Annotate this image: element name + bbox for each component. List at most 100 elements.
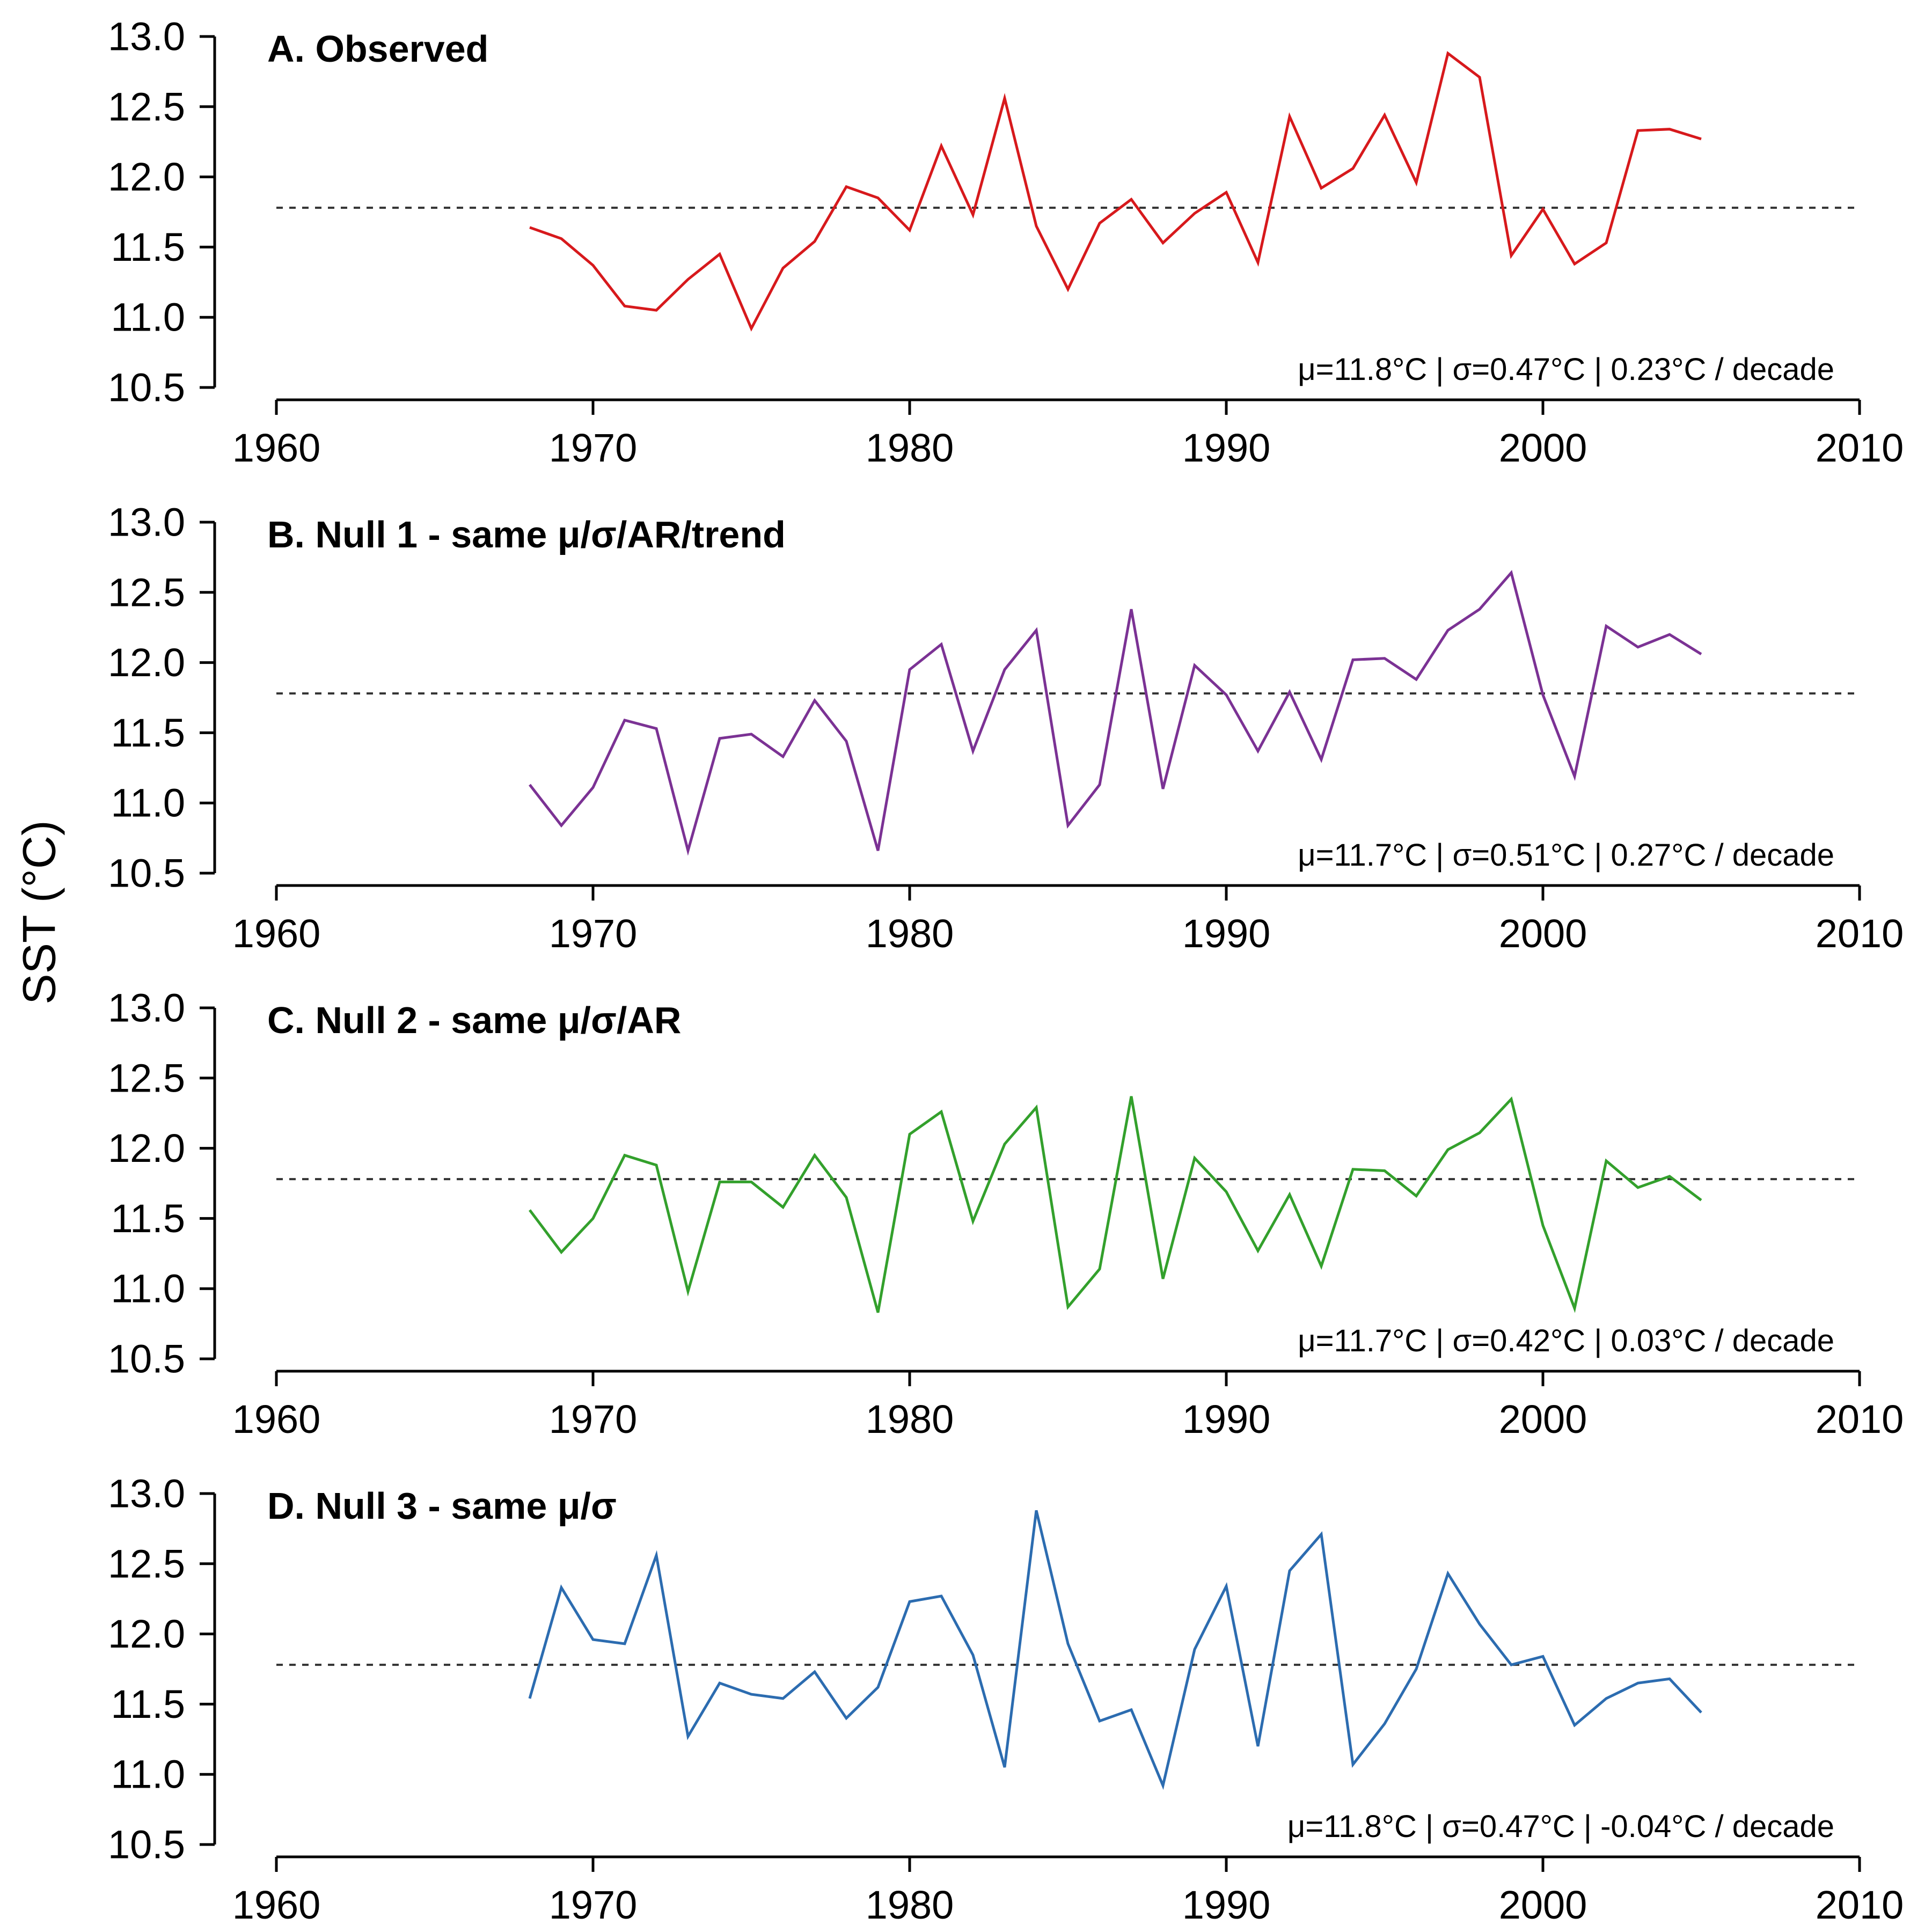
- data-point: [1288, 691, 1291, 694]
- data-point: [528, 226, 531, 229]
- data-point: [1573, 1307, 1576, 1310]
- data-point: [1478, 76, 1481, 79]
- y-tick-label: 11.5: [111, 711, 185, 755]
- y-tick-label: 13.0: [108, 14, 185, 59]
- data-point: [1161, 241, 1165, 245]
- data-point: [686, 278, 690, 281]
- x-tick-label: 1970: [549, 1883, 638, 1927]
- data-point: [1098, 1268, 1101, 1271]
- x-tick-label: 1960: [232, 1397, 321, 1441]
- data-point: [1383, 1169, 1386, 1172]
- data-point: [1320, 187, 1323, 190]
- data-point: [1605, 1159, 1608, 1162]
- data-point: [750, 1180, 753, 1183]
- y-tick-label: 10.5: [108, 1337, 185, 1381]
- data-point: [1256, 749, 1260, 752]
- data-point: [718, 1180, 721, 1183]
- panel-c: 10.5 11.0 11.5 12.0 12.5 13.0 1960 1970 1980 1990…: [108, 986, 1904, 1442]
- data-point: [1446, 52, 1450, 55]
- panel-title: D. Null 3 - same μ/σ: [267, 1485, 617, 1527]
- data-point: [876, 196, 880, 200]
- data-point: [1035, 1509, 1038, 1512]
- data-point: [1605, 241, 1608, 245]
- y-tick-label: 11.5: [111, 1196, 185, 1241]
- data-point: [1510, 254, 1513, 257]
- data-point: [1700, 137, 1703, 141]
- data-point: [908, 1600, 911, 1603]
- x-tick-label: 2000: [1499, 911, 1587, 956]
- data-point: [560, 1586, 563, 1589]
- data-point: [1066, 1642, 1070, 1645]
- data-point: [655, 309, 658, 312]
- data-point: [1066, 1305, 1070, 1308]
- data-point: [591, 1217, 595, 1220]
- data-point: [1320, 1264, 1323, 1268]
- data-point: [1225, 191, 1228, 194]
- data-point: [1605, 1697, 1608, 1700]
- data-point: [1225, 1585, 1228, 1588]
- data-point: [718, 1681, 721, 1685]
- data-point: [1035, 628, 1038, 632]
- data-point: [1351, 658, 1355, 661]
- data-point: [1098, 1719, 1101, 1723]
- data-point: [686, 1290, 690, 1293]
- x-tick-label: 2010: [1816, 911, 1904, 956]
- data-point: [940, 1594, 943, 1598]
- data-point: [1573, 262, 1576, 266]
- y-tick-label: 13.0: [108, 986, 185, 1030]
- panels: 10.5 11.0 11.5 12.0 12.5 13.0 1960 1970 1980 1990…: [108, 14, 1904, 1928]
- data-point: [1415, 1667, 1418, 1671]
- data-point: [1003, 668, 1006, 671]
- x-tick-label: 1990: [1182, 911, 1271, 956]
- data-point: [813, 1670, 816, 1673]
- data-point: [845, 185, 848, 188]
- y-axis-label: SST (°C): [14, 820, 65, 1004]
- data-point: [1510, 571, 1513, 574]
- data-point: [1415, 181, 1418, 184]
- x-tick-label: 2000: [1499, 426, 1587, 470]
- data-point: [1066, 288, 1070, 291]
- series-line: [529, 1096, 1702, 1313]
- panel-d: 10.5 11.0 11.5 12.0 12.5 13.0 1960 1970 1980 1990…: [108, 1472, 1904, 1928]
- data-point: [1446, 1148, 1450, 1151]
- data-point: [781, 755, 785, 758]
- data-point: [876, 1311, 880, 1314]
- data-point: [655, 1554, 658, 1557]
- data-point: [623, 304, 626, 308]
- data-point: [1541, 1655, 1545, 1658]
- data-point: [623, 719, 626, 722]
- data-point: [591, 264, 595, 267]
- data-point: [1510, 1097, 1513, 1101]
- data-point: [1098, 222, 1101, 225]
- data-point: [1510, 1663, 1513, 1666]
- data-point: [1320, 1533, 1323, 1536]
- data-point: [845, 1717, 848, 1720]
- data-point: [1383, 1722, 1386, 1725]
- y-tick-label: 12.5: [108, 1056, 185, 1100]
- data-point: [718, 252, 721, 255]
- data-point: [971, 1653, 975, 1657]
- y-tick-label: 10.5: [108, 851, 185, 896]
- data-point: [655, 1163, 658, 1167]
- y-tick-label: 13.0: [108, 500, 185, 545]
- data-point: [1130, 608, 1133, 611]
- data-point: [940, 144, 943, 148]
- data-point: [1668, 128, 1671, 131]
- data-point: [528, 783, 531, 786]
- data-point: [940, 643, 943, 646]
- x-tick-label: 2010: [1816, 426, 1904, 470]
- data-point: [1700, 1198, 1703, 1202]
- data-point: [1035, 1106, 1038, 1109]
- x-tick-label: 1990: [1182, 426, 1271, 470]
- data-point: [750, 733, 753, 736]
- series-line: [529, 51, 1702, 332]
- data-point: [781, 1205, 785, 1209]
- data-point: [1288, 115, 1291, 118]
- data-point: [1636, 646, 1640, 649]
- data-point: [971, 749, 975, 752]
- y-tick-label: 11.0: [111, 295, 185, 340]
- x-tick-label: 2000: [1499, 1397, 1587, 1441]
- x-tick-label: 1960: [232, 1883, 321, 1927]
- data-point: [813, 240, 816, 243]
- data-point: [1541, 693, 1545, 697]
